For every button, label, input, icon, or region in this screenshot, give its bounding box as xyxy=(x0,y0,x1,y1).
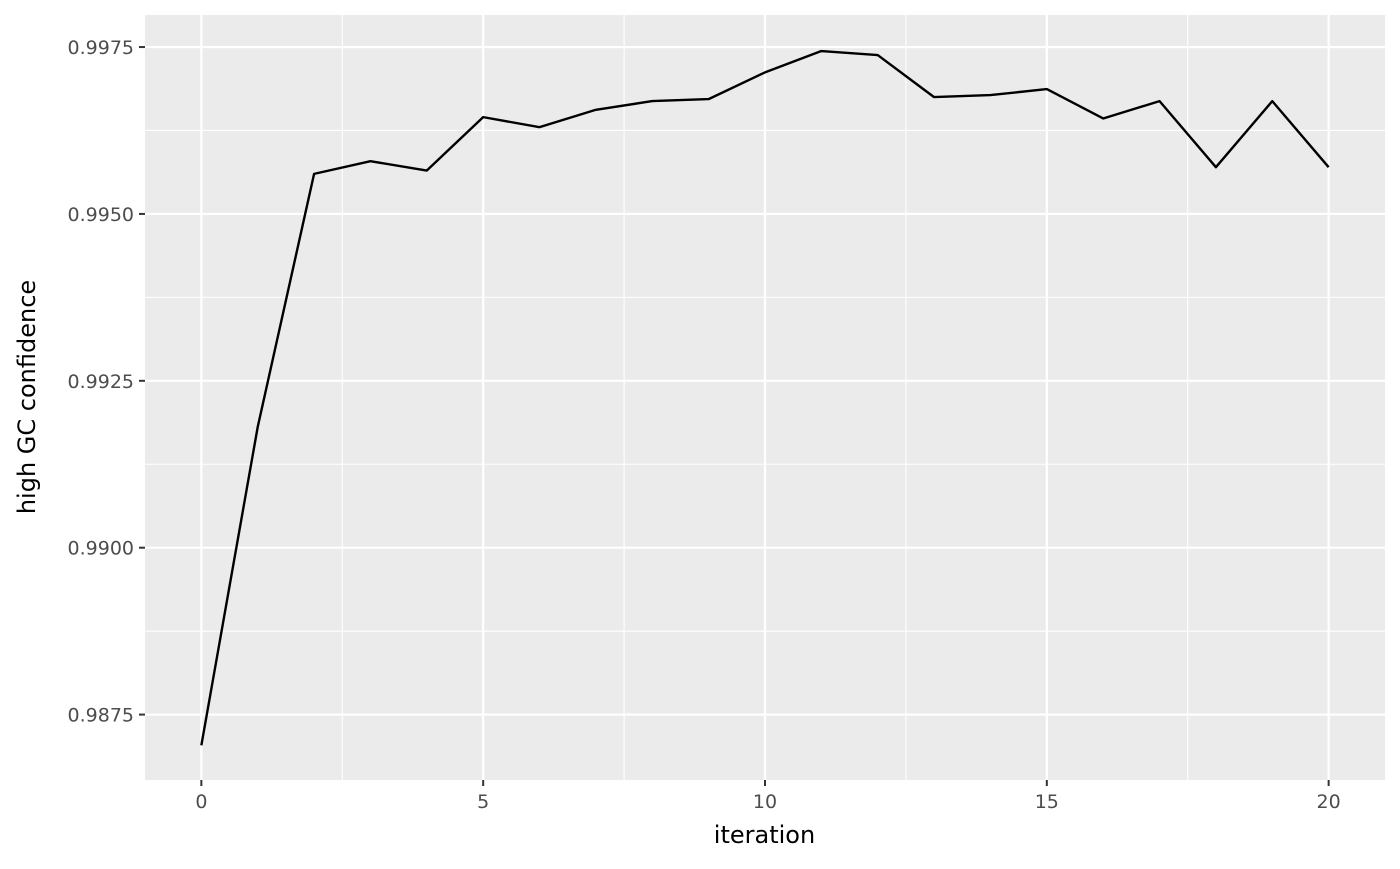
x-tick-label: 15 xyxy=(1035,791,1059,813)
series-line xyxy=(200,49,1330,746)
major-gridlines xyxy=(145,15,1385,780)
series-layer xyxy=(200,49,1330,746)
x-tick-label: 5 xyxy=(477,791,489,813)
y-tick-label: 0.9875 xyxy=(68,705,134,727)
y-tick-label: 0.9900 xyxy=(68,538,134,560)
y-tick-label: 0.9925 xyxy=(68,371,134,393)
x-tick-label: 0 xyxy=(195,791,207,813)
y-tick-label: 0.9950 xyxy=(68,204,134,226)
x-axis-ticks: 0 5 10 15 20 xyxy=(195,780,1341,813)
x-axis-title: iteration xyxy=(714,821,815,849)
x-tick-label: 20 xyxy=(1317,791,1341,813)
y-axis-title: high GC confidence xyxy=(13,280,41,514)
y-tick-label: 0.9975 xyxy=(68,37,134,59)
x-tick-label: 10 xyxy=(753,791,777,813)
y-axis-ticks: 0.9875 0.9900 0.9925 0.9950 0.9975 xyxy=(68,37,145,727)
